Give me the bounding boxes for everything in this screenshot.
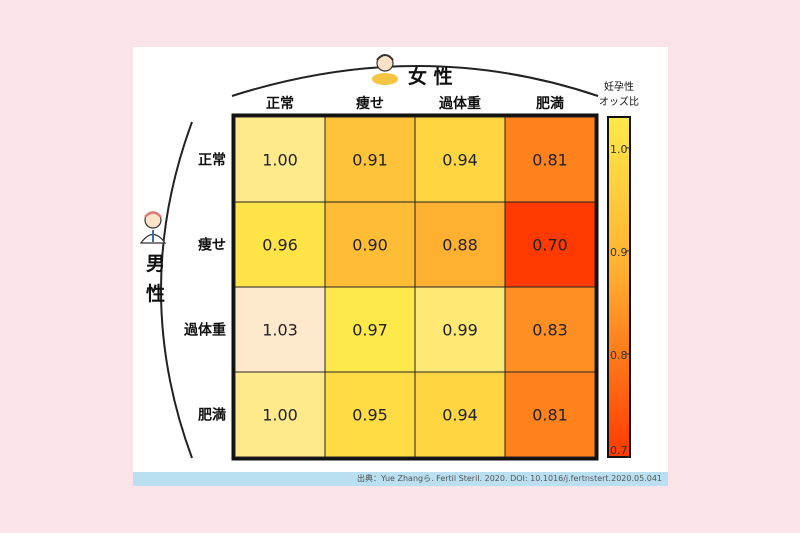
cell-value-label: 0.83 [532, 321, 568, 340]
heatmap-cell [324, 116, 416, 203]
source-citation: 出典：Yue Zhangら. Fertil Steril. 2020. DOI:… [356, 474, 662, 483]
heatmap-cell [324, 286, 416, 373]
heatmap-cell [414, 286, 506, 373]
heatmap-border [231, 113, 599, 461]
heatmap-cell [504, 371, 596, 458]
colorbar-title-2: オッズ比 [599, 95, 639, 108]
cell-value-label: 0.70 [532, 236, 568, 255]
colorbar-tick-label: 1.0 [610, 143, 628, 156]
row-label: 肥満 [198, 407, 226, 424]
column-label: 痩せ [356, 95, 384, 112]
row-label: 痩せ [198, 237, 226, 254]
colorbar-tick-label: 0.8 [610, 349, 628, 362]
cell-value-label: 0.99 [442, 321, 478, 340]
row-label: 過体重 [183, 322, 226, 339]
female-icon [372, 54, 398, 85]
male-group-label-1: 男 [146, 253, 165, 275]
colorbar-tick-label: 0.7 [610, 444, 628, 457]
heatmap-cell [504, 201, 596, 288]
cell-value-label: 0.81 [532, 151, 568, 170]
cell-value-label: 0.96 [262, 236, 298, 255]
cell-value-label: 0.91 [352, 151, 388, 170]
column-label: 過体重 [438, 95, 481, 112]
cell-value-label: 0.81 [532, 406, 568, 425]
heatmap-cell [234, 116, 326, 203]
cell-value-label: 0.90 [352, 236, 388, 255]
cell-value-label: 0.88 [442, 236, 478, 255]
cell-value-label: 0.95 [352, 406, 388, 425]
heatmap-cell [414, 201, 506, 288]
colorbar-title-1: 妊孕性 [604, 80, 634, 93]
cell-value-label: 0.94 [442, 406, 478, 425]
column-label: 肥満 [536, 95, 564, 112]
row-label: 正常 [198, 152, 226, 169]
male-icon [139, 211, 167, 244]
cell-value-label: 0.94 [442, 151, 478, 170]
heatmap-cell [324, 371, 416, 458]
colorbar [607, 116, 631, 458]
colorbar-tick-label: 0.9 [610, 246, 628, 259]
heatmap-cell [234, 371, 326, 458]
heatmap-cell [414, 371, 506, 458]
heatmap-cell [234, 286, 326, 373]
cell-value-label: 1.00 [262, 406, 298, 425]
cell-value-label: 1.00 [262, 151, 298, 170]
male-arc [160, 121, 193, 459]
heatmap-cell [414, 116, 506, 203]
source-bar [133, 472, 668, 486]
cell-value-label: 1.03 [262, 321, 298, 340]
male-group-label-2: 性 [146, 282, 165, 305]
female-group-label: 女 性 [408, 65, 453, 88]
female-arc [231, 65, 599, 97]
heatmap-cell [504, 286, 596, 373]
column-label: 正常 [266, 95, 294, 112]
heatmap-cell [234, 201, 326, 288]
cell-value-label: 0.97 [352, 321, 388, 340]
